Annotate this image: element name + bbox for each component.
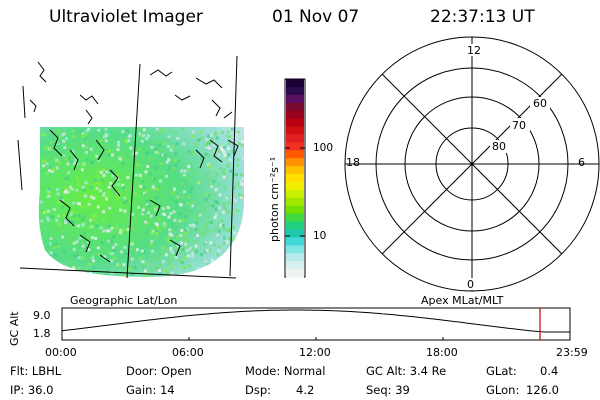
coastline-segment [49,129,63,157]
coastlines [29,61,239,263]
xtick-0600: 06:00 [172,346,204,359]
coastline-segment [169,239,181,257]
colorbar-tick-label-100: 100 [313,142,334,154]
coastline-segment [99,254,111,263]
mlat-80-label: 80 [492,140,506,153]
colorbar-band [286,181,304,191]
altitude-ymin: 1.8 [33,327,51,340]
colorbar-band [286,174,304,183]
colorbar-band [286,102,304,112]
colorbar-band [286,245,304,254]
altitude-frame [61,307,571,341]
coastline-segment [109,169,121,197]
coastline-segment [209,139,223,163]
colorbar-band [286,166,304,175]
colorbar-band [286,79,304,88]
colorbar-band [286,126,304,136]
coastline-segment [79,234,91,253]
colorbar-band [286,118,304,128]
coastline-segment [95,139,105,161]
coastline-segment [223,111,233,119]
glon-label: GLon: [486,383,520,397]
dsp-value: 4.2 [296,383,315,397]
colorbar-band [286,261,304,270]
filter-status: Flt: LBHL [10,364,62,378]
altitude-ymax: 9.0 [33,309,51,322]
colorbar-unit-label: photon cm⁻²s⁻¹ [268,156,281,242]
mlt-0-label: 0 [467,278,474,291]
glat-value: 0.4 [540,364,559,378]
glat-label: GLat: [486,364,517,378]
altitude-curve [61,309,570,333]
instrument-title: Ultraviolet Imager [49,7,203,27]
colorbar-band [286,237,304,246]
coastline-segment [195,149,205,169]
altitude-plot [61,307,571,341]
coastline-segment [69,149,79,171]
colorbar-band [286,94,304,104]
mlt-6-label: 6 [578,156,585,169]
coastline-segment [29,99,37,113]
coastline-segment [85,109,93,125]
colorbar-band [286,110,304,120]
colorbar-band [286,189,304,199]
colorbar-band [286,269,304,278]
dsp-label: Dsp: [245,383,272,397]
xtick-2359: 23:59 [556,346,588,359]
mlat-60-label: 60 [533,97,547,110]
polar-caption: Apex MLat/MLT [421,294,504,307]
uv-image-panel [38,127,245,277]
colorbar-band [286,158,304,167]
xtick-1200: 12:00 [299,346,331,359]
time-label: 22:37:13 UT [430,7,535,27]
door-status: Door: Open [126,364,192,378]
date-label: 01 Nov 07 [272,7,360,27]
colorbar-tick-label-10: 10 [313,230,327,242]
coastline-segment [79,94,99,105]
coastline-segment [174,94,191,101]
colorbar-band [286,221,304,231]
gain-status: Gain: 14 [126,383,175,397]
map-grid [17,55,238,279]
xtick-0000: 00:00 [45,346,77,359]
mlt-18-label: 18 [346,156,360,169]
seq-status: Seq: 39 [366,383,410,397]
coastline-segment [195,77,223,89]
coastline-segment [227,139,239,157]
colorbar-band [286,205,304,215]
ip-status: IP: 36.0 [10,383,54,397]
map-caption: Geographic Lat/Lon [70,294,178,307]
altitude-ylabel: GC Alt [8,311,21,346]
coastline-segment [211,99,221,117]
mlat-70-label: 70 [512,119,526,132]
colorbar-band [286,213,304,223]
colorbar-band [286,142,304,151]
glon-value: 126.0 [526,383,559,397]
mode-status: Mode: Normal [245,364,326,378]
gc-alt-status: GC Alt: 3.4 Re [366,364,447,378]
coastline-segment [37,61,47,83]
coastline-segment [59,199,75,227]
colorbar-band [286,134,304,143]
colorbar-band [286,86,304,96]
xtick-1800: 18:00 [426,346,458,359]
colorbar [284,78,306,278]
colorbar-band [286,197,304,207]
colorbar-band [286,229,304,238]
colorbar-band [286,253,304,262]
mlt-12-label: 12 [467,44,481,57]
colorbar-band [286,150,304,159]
coastline-segment [149,69,173,77]
polar-plot [344,36,600,292]
coastline-segment [149,199,161,217]
